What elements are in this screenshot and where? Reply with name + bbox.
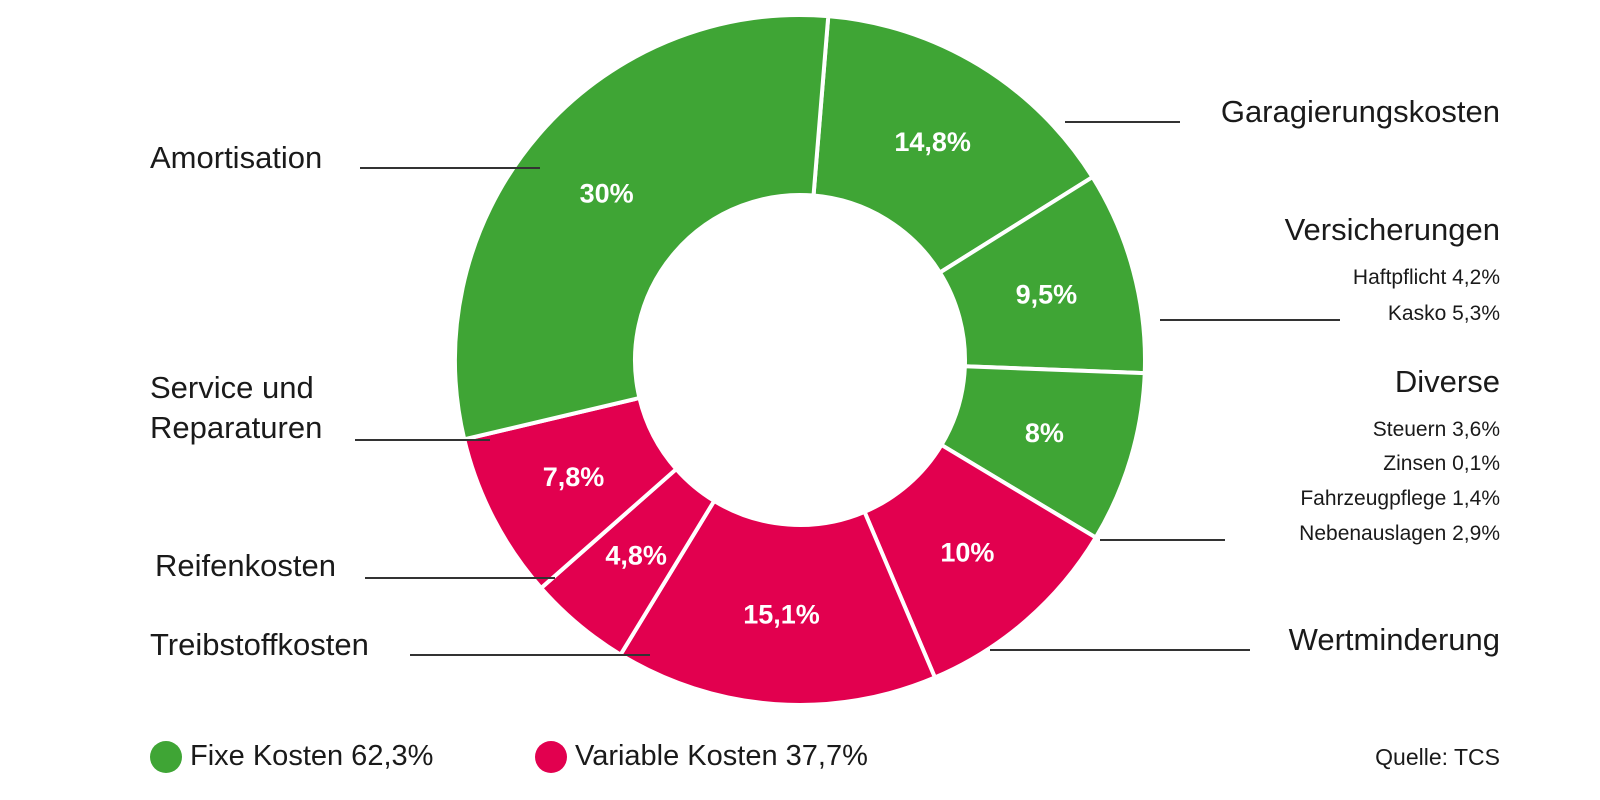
slice-value-diverse: 8%	[1025, 418, 1064, 448]
label-diverse: Diverse	[1395, 364, 1500, 399]
slice-value-amortisation: 30%	[580, 179, 634, 209]
legend-fixed-swatch	[150, 740, 182, 773]
label-kasko: Kasko 5,3%	[1388, 302, 1500, 325]
slice-value-wertminderung: 10%	[940, 537, 994, 567]
slice-value-versicherungen: 9,5%	[1016, 279, 1078, 309]
slice-treibstoffkosten	[617, 498, 938, 707]
slice-value-labels: 14,8% 9,5% 8% 10% 15,1% 4,8% 7,8% 30%	[543, 127, 1077, 629]
label-versicherungen: Versicherungen	[1285, 212, 1500, 247]
label-treibstoffkosten: Treibstoffkosten	[150, 627, 369, 662]
legend-fixed-label: Fixe Kosten 62,3%	[190, 740, 434, 772]
label-steuern: Steuern 3,6%	[1373, 418, 1500, 441]
label-zinsen: Zinsen 0,1%	[1383, 452, 1500, 475]
legend-variable-swatch	[535, 740, 567, 773]
label-amortisation: Amortisation	[150, 140, 322, 175]
legend-variable: Variable Kosten 37,7%	[535, 740, 868, 773]
label-garagierungskosten: Garagierungskosten	[1221, 94, 1500, 129]
label-reifenkosten: Reifenkosten	[155, 548, 336, 583]
leader-lines	[355, 121, 1340, 656]
slice-value-service-und-reparaturen: 7,8%	[543, 462, 605, 492]
legend-variable-label: Variable Kosten 37,7%	[575, 740, 868, 772]
label-haftpflicht: Haftpflicht 4,2%	[1353, 266, 1500, 289]
label-nebenauslagen: Nebenauslagen 2,9%	[1299, 522, 1500, 545]
slice-amortisation	[453, 13, 831, 442]
label-wertminderung: Wertminderung	[1289, 622, 1500, 657]
slice-wertminderung	[861, 442, 1099, 681]
label-service-line-1: Service und	[150, 370, 314, 405]
category-labels: Amortisation Service und Reparaturen Rei…	[150, 94, 1500, 662]
slice-value-treibstoffkosten: 15,1%	[743, 599, 820, 629]
slice-garagierungskosten	[811, 14, 1096, 276]
donut-slices	[453, 13, 1147, 707]
label-fahrzeugpflege: Fahrzeugpflege 1,4%	[1300, 487, 1500, 510]
source-note: Quelle: TCS	[1375, 744, 1500, 770]
label-service-line-2: Reparaturen	[150, 410, 322, 445]
slice-value-reifenkosten: 4,8%	[605, 540, 667, 570]
slice-value-garagierungskosten: 14,8%	[894, 127, 971, 157]
legend-fixed: Fixe Kosten 62,3%	[150, 740, 433, 773]
